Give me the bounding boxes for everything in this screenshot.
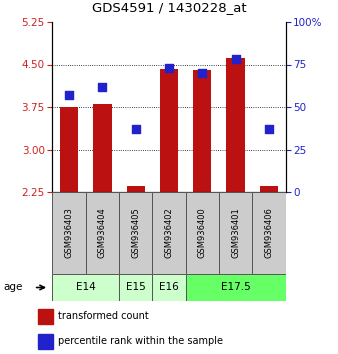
Text: E17.5: E17.5 — [221, 282, 250, 292]
FancyBboxPatch shape — [186, 192, 219, 274]
Text: E16: E16 — [159, 282, 179, 292]
Text: transformed count: transformed count — [58, 312, 149, 321]
Text: GSM936405: GSM936405 — [131, 208, 140, 258]
Bar — [126, 186, 145, 192]
FancyBboxPatch shape — [52, 274, 119, 301]
Point — [233, 57, 238, 62]
Point — [100, 84, 105, 90]
Text: GSM936403: GSM936403 — [65, 207, 74, 258]
Point — [200, 70, 205, 76]
FancyBboxPatch shape — [86, 192, 119, 274]
Text: E14: E14 — [76, 282, 96, 292]
FancyBboxPatch shape — [252, 192, 286, 274]
Point — [66, 92, 72, 98]
Text: GDS4591 / 1430228_at: GDS4591 / 1430228_at — [92, 1, 246, 14]
FancyBboxPatch shape — [152, 192, 186, 274]
Text: GSM936400: GSM936400 — [198, 208, 207, 258]
FancyBboxPatch shape — [52, 192, 86, 274]
Text: GSM936402: GSM936402 — [165, 208, 173, 258]
FancyBboxPatch shape — [186, 274, 286, 301]
Bar — [38, 334, 53, 349]
Bar — [93, 104, 112, 192]
Text: E15: E15 — [126, 282, 146, 292]
Bar — [60, 107, 78, 192]
FancyBboxPatch shape — [152, 274, 186, 301]
Bar — [193, 70, 212, 192]
FancyBboxPatch shape — [119, 192, 152, 274]
Point — [266, 126, 272, 132]
Text: GSM936404: GSM936404 — [98, 208, 107, 258]
Text: GSM936406: GSM936406 — [264, 207, 273, 258]
FancyBboxPatch shape — [119, 274, 152, 301]
Bar — [160, 69, 178, 192]
Point — [166, 65, 172, 71]
Point — [133, 126, 138, 132]
Bar — [260, 186, 278, 192]
Text: percentile rank within the sample: percentile rank within the sample — [58, 336, 223, 346]
Bar — [226, 58, 245, 192]
Bar — [38, 309, 53, 324]
Text: GSM936401: GSM936401 — [231, 208, 240, 258]
Text: age: age — [3, 282, 23, 292]
FancyBboxPatch shape — [219, 192, 252, 274]
